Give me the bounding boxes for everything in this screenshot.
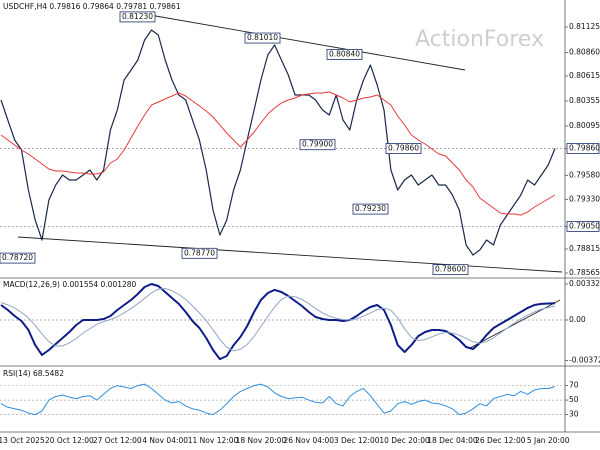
trendline [149, 14, 466, 71]
y-tick-label: 50 [569, 395, 579, 404]
x-tick-label: 18 Nov 20:00 [236, 436, 287, 445]
x-tick-label: 26 Nov 04:00 [284, 436, 335, 445]
x-tick-label: 11 Nov 12:00 [188, 436, 239, 445]
tick-box [566, 220, 600, 232]
panel-title: USDCHF,H4 0.79816 0.79864 0.79781 0.7986… [3, 2, 181, 11]
y-tick-label: 0.79580 [569, 170, 600, 179]
x-tick-label: 18 Dec 04:00 [427, 436, 478, 445]
x-tick-label: 27 Oct 12:00 [93, 436, 142, 445]
panel-title: MACD(12,26,9) 0.001554 0.001280 [3, 280, 137, 289]
y-tick-label: 0.78565 [569, 268, 600, 277]
series-line [0, 288, 556, 352]
price-annotation: 0.79860 [388, 144, 419, 153]
x-tick-label: 20 Oct 12:00 [45, 436, 94, 445]
x-tick-label: 3 Dec 12:00 [334, 436, 380, 445]
price-annotation-box [119, 11, 156, 23]
price-annotation: 0.81230 [122, 12, 153, 21]
panel-title: RSI(14) 68.5482 [3, 369, 64, 378]
price-annotation: 0.79230 [355, 204, 386, 213]
price-annotation: 0.78600 [435, 265, 466, 274]
y-tick-label: -0.003723 [569, 355, 600, 364]
price-annotation: 0.81010 [247, 33, 278, 42]
y-tick-label: 0.81125 [569, 22, 600, 31]
tick-box [566, 143, 600, 154]
price-annotation-box [181, 247, 218, 259]
x-tick-label: 26 Dec 12:00 [475, 436, 526, 445]
price-annotation-box [352, 203, 389, 215]
price-annotation: 0.78720 [2, 253, 33, 262]
series-line [0, 383, 556, 416]
y-tick-label: 0.78815 [569, 244, 600, 253]
y-tick-label: 0.00 [569, 315, 586, 324]
x-tick-label: 10 Dec 20:00 [379, 436, 430, 445]
y-tick-label: 0.80860 [569, 47, 600, 56]
price-annotation: 0.80840 [329, 49, 360, 58]
y-tick-label: 0.003321 [569, 279, 600, 288]
series-line [0, 29, 556, 256]
trendline [17, 236, 563, 273]
y-tick-label: 0.79860 [569, 144, 600, 153]
x-tick-label: 13 Oct 2025 [0, 436, 45, 445]
price-annotation-box [0, 252, 36, 264]
series-line [0, 283, 556, 361]
price-annotation-box [432, 264, 469, 276]
price-annotation-box [299, 139, 336, 151]
series-line [0, 91, 556, 216]
y-tick-label: 30 [569, 410, 579, 419]
price-annotation: 0.78770 [184, 248, 215, 257]
y-tick-label: 70 [569, 381, 579, 390]
price-annotation-box [385, 143, 422, 154]
price-annotation-box [326, 48, 363, 60]
y-tick-label: 0.79050 [569, 221, 600, 230]
y-tick-label: 0.80615 [569, 71, 600, 80]
y-tick-label: 0.79330 [569, 194, 600, 203]
watermark: ActionForex [415, 27, 544, 52]
y-tick-label: 0.80095 [569, 121, 600, 130]
y-tick-label: 0.80355 [569, 96, 600, 105]
price-annotation: 0.79900 [302, 140, 333, 149]
x-tick-label: 5 Jan 20:00 [527, 436, 570, 445]
price-annotation-box [244, 32, 281, 44]
x-tick-label: 4 Nov 04:00 [142, 436, 188, 445]
